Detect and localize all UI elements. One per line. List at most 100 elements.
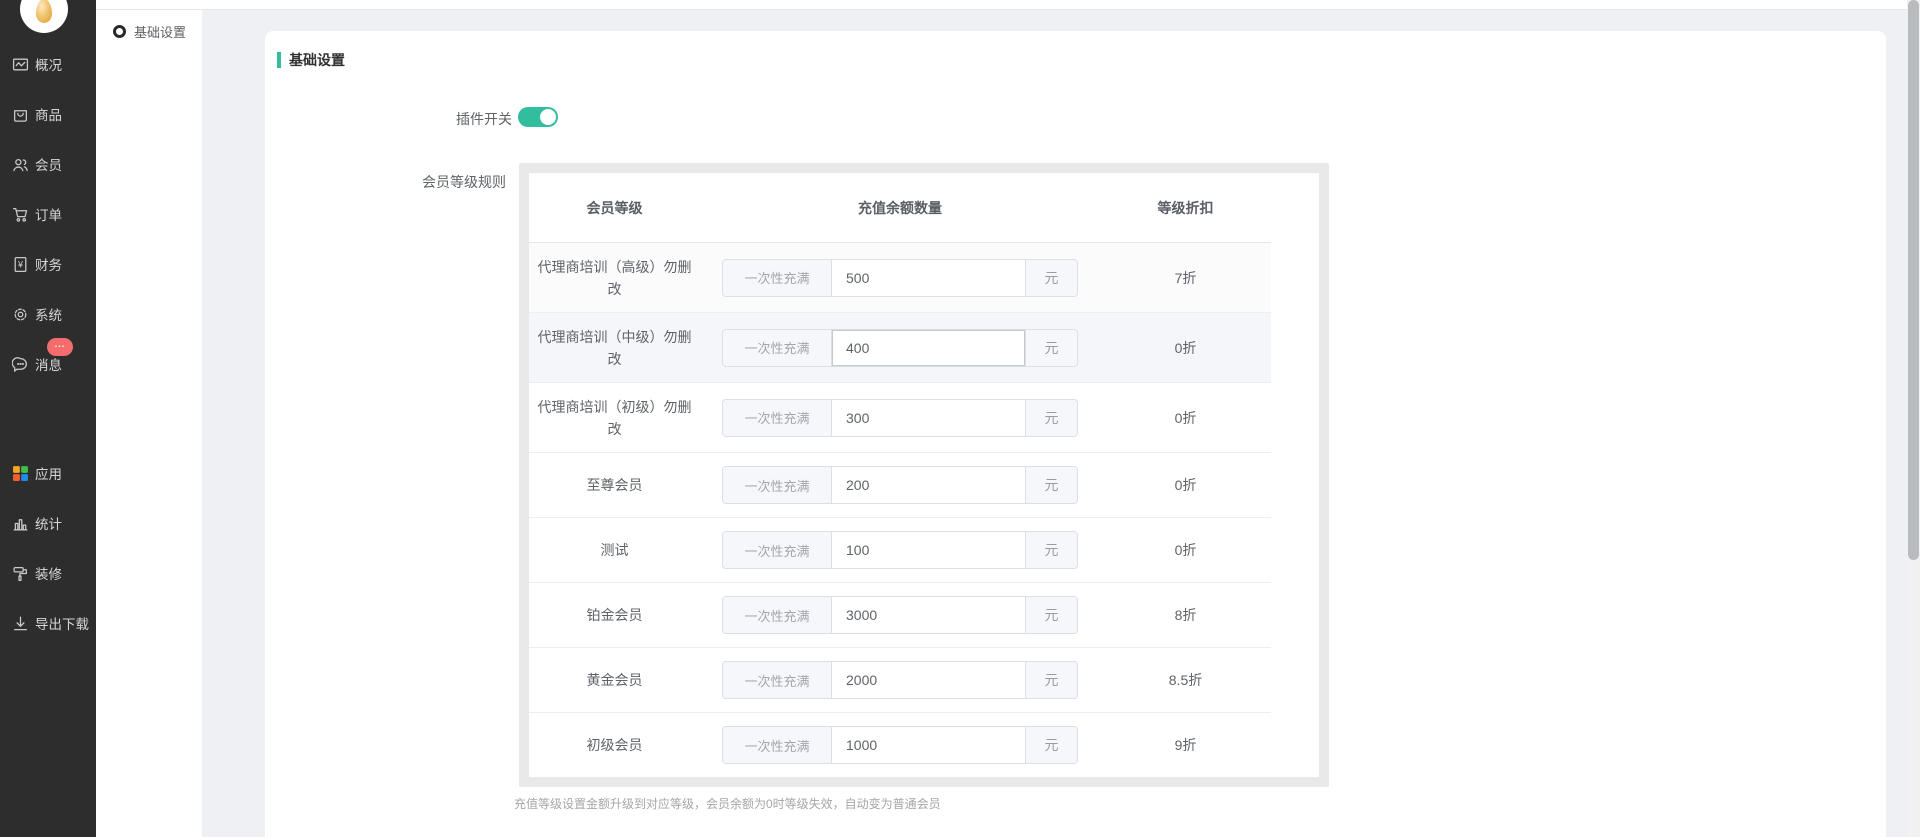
col-header-member-level: 会员等级: [586, 199, 643, 216]
recharge-input-group: 一次性充满 元: [722, 466, 1078, 504]
level-discount-text: 8折: [1174, 607, 1197, 623]
input-prepend-label: 一次性充满: [723, 399, 832, 436]
input-append-unit: 元: [1025, 259, 1077, 296]
input-append-unit: 元: [1025, 329, 1077, 366]
secondary-sidebar: 基础设置: [96, 0, 202, 837]
sidebar-item-label: 商品: [35, 108, 62, 123]
table-row: 代理商培训（中级）勿删改 一次性充满 元 0折: [529, 313, 1271, 383]
sidebar-item-label: 财务: [35, 258, 62, 273]
level-discount-text: 9折: [1174, 737, 1197, 753]
apps-icon: [12, 465, 29, 482]
recharge-amount-input[interactable]: [832, 467, 1025, 503]
input-append-unit: 元: [1025, 467, 1077, 503]
sidebar-item-apps[interactable]: 应用: [0, 461, 96, 485]
sidebar-item-label: 订单: [35, 208, 62, 223]
table-row: 代理商培训（初级）勿删改 一次性充满 元 0折: [529, 383, 1271, 453]
recharge-amount-input[interactable]: [832, 399, 1025, 436]
table-row: 初级会员 一次性充满 元 9折: [529, 713, 1271, 777]
page-scrollbar[interactable]: [1907, 0, 1920, 837]
input-append-unit: 元: [1025, 727, 1077, 763]
recharge-input-group: 一次性充满 元: [722, 596, 1078, 634]
input-prepend-label: 一次性充满: [723, 467, 832, 503]
input-append-unit: 元: [1025, 399, 1077, 436]
table-body: 代理商培训（高级）勿删改 一次性充满 元 7折 代理商培训（中级）勿删改 一次性…: [529, 243, 1271, 777]
sidebar-item-label: 会员: [35, 158, 62, 173]
member-level-text: 代理商培训（中级）勿删改: [537, 328, 692, 367]
input-prepend-label: 一次性充满: [723, 727, 832, 763]
sidebar-item-members[interactable]: 会员: [0, 152, 96, 176]
switch-knob: [540, 109, 556, 125]
recharge-input-group: 一次性充满 元: [722, 258, 1078, 297]
member-level-rules-label: 会员等级规则: [422, 174, 506, 190]
member-level-text: 黄金会员: [586, 672, 643, 688]
plugin-switch-toggle[interactable]: [518, 107, 558, 127]
recharge-input-group: 一次性充满 元: [722, 398, 1078, 437]
rules-table: 会员等级 充值余额数量 等级折扣 代理商培训（高级）勿删改 一次性充满 元 7折…: [529, 173, 1271, 777]
recharge-amount-input[interactable]: [832, 329, 1025, 366]
sidebar-item-messages[interactable]: 消息...: [0, 338, 96, 376]
sidebar-item-overview[interactable]: 概况: [0, 52, 96, 76]
sidebar-item-decorate[interactable]: 装修: [0, 561, 96, 585]
input-append-unit: 元: [1025, 597, 1077, 633]
top-strip: [96, 0, 1920, 10]
level-discount-text: 8.5折: [1168, 672, 1203, 688]
level-discount-text: 0折: [1174, 542, 1197, 558]
sidebar-item-label: 应用: [35, 467, 62, 482]
rules-table-frame: 会员等级 充值余额数量 等级折扣 代理商培训（高级）勿删改 一次性充满 元 7折…: [519, 163, 1329, 787]
sidebar-item-stats[interactable]: 统计: [0, 511, 96, 535]
member-level-text: 代理商培训（初级）勿删改: [537, 398, 692, 437]
subsidebar-item-label: 基础设置: [134, 25, 187, 40]
col-header-level-discount: 等级折扣: [1157, 199, 1214, 216]
input-prepend-label: 一次性充满: [723, 532, 832, 568]
subsidebar-item-basic-settings[interactable]: 基础设置: [113, 22, 186, 41]
input-prepend-label: 一次性充满: [723, 329, 832, 366]
sidebar-item-label: 系统: [35, 308, 62, 323]
input-prepend-label: 一次性充满: [723, 259, 832, 296]
messages-icon: [12, 356, 29, 373]
primary-sidebar: 概况商品会员订单 ¥ 财务系统消息... 应用统计装修导出下载: [0, 0, 96, 837]
recharge-amount-input[interactable]: [832, 597, 1025, 633]
members-icon: [12, 156, 29, 173]
sidebar-item-export[interactable]: 导出下载: [0, 611, 96, 635]
brand-drop-icon: [36, 0, 52, 23]
goods-icon: [12, 106, 29, 123]
sidebar-item-label: 装修: [35, 567, 62, 582]
recharge-input-group: 一次性充满 元: [722, 726, 1078, 764]
svg-text:¥: ¥: [17, 259, 24, 269]
stats-icon: [12, 515, 29, 532]
sidebar-item-label: 统计: [35, 517, 62, 532]
table-row: 测试 一次性充满 元 0折: [529, 518, 1271, 583]
member-level-text: 测试: [600, 542, 629, 558]
member-level-text: 至尊会员: [586, 477, 643, 493]
sidebar-item-goods[interactable]: 商品: [0, 102, 96, 126]
sidebar-item-finance[interactable]: ¥ 财务: [0, 252, 96, 276]
sidebar-item-system[interactable]: 系统: [0, 302, 96, 326]
export-icon: [12, 615, 29, 632]
system-icon: [12, 306, 29, 323]
input-append-unit: 元: [1025, 662, 1077, 698]
scrollbar-thumb[interactable]: [1908, 0, 1919, 560]
table-header-row: 会员等级 充值余额数量 等级折扣: [529, 173, 1271, 243]
table-row: 铂金会员 一次性充满 元 8折: [529, 583, 1271, 648]
sidebar-item-label: 导出下载: [35, 617, 89, 632]
radio-circle-icon: [113, 25, 126, 38]
section-header: 基础设置: [277, 50, 345, 70]
recharge-input-group: 一次性充满 元: [722, 328, 1078, 367]
sidebar-item-orders[interactable]: 订单: [0, 202, 96, 226]
recharge-amount-input[interactable]: [832, 259, 1025, 296]
avatar[interactable]: [20, 0, 68, 33]
messages-badge: ...: [47, 338, 73, 356]
level-discount-text: 0折: [1174, 477, 1197, 493]
table-row: 至尊会员 一次性充满 元 0折: [529, 453, 1271, 518]
input-append-unit: 元: [1025, 532, 1077, 568]
recharge-amount-input[interactable]: [832, 727, 1025, 763]
member-level-text: 代理商培训（高级）勿删改: [537, 258, 692, 297]
plugin-switch-label: 插件开关: [456, 111, 512, 127]
member-level-text: 铂金会员: [586, 607, 643, 623]
recharge-amount-input[interactable]: [832, 532, 1025, 568]
recharge-amount-input[interactable]: [832, 662, 1025, 698]
rules-table-card: 会员等级 充值余额数量 等级折扣 代理商培训（高级）勿删改 一次性充满 元 7折…: [529, 173, 1319, 777]
finance-icon: ¥: [12, 256, 29, 273]
table-row: 黄金会员 一次性充满 元 8.5折: [529, 648, 1271, 713]
page-title: 基础设置: [289, 52, 345, 68]
